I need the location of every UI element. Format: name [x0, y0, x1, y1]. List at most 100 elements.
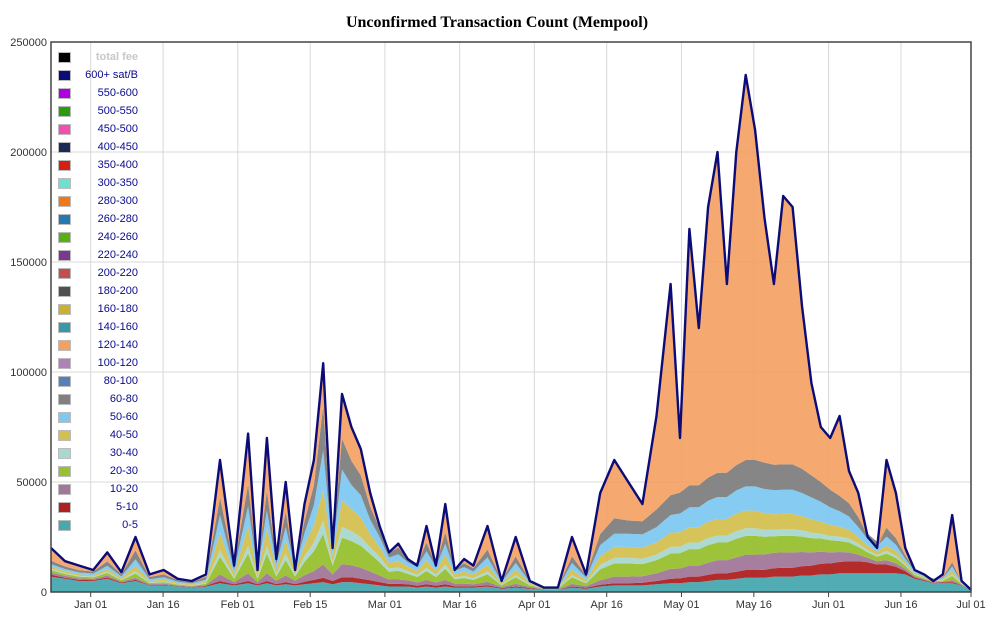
legend-swatch	[58, 105, 71, 117]
legend-item[interactable]: 400-450	[58, 138, 138, 156]
legend-swatch	[58, 123, 71, 135]
y-tick-label: 0	[41, 587, 47, 599]
legend-label: 550-600	[97, 87, 138, 99]
legend-label: 280-300	[97, 195, 138, 207]
y-tick-label: 200000	[10, 147, 47, 159]
legend-label: 140-160	[97, 321, 138, 333]
legend-item[interactable]: 180-200	[58, 282, 138, 300]
area-50-60	[51, 450, 971, 590]
legend-swatch	[58, 303, 71, 315]
legend-label: 300-350	[97, 177, 138, 189]
legend-swatch	[58, 213, 71, 225]
legend-item[interactable]: 240-260	[58, 228, 138, 246]
legend-item[interactable]: 280-300	[58, 192, 138, 210]
legend-label: 400-450	[97, 141, 138, 153]
legend-item[interactable]: 450-500	[58, 120, 138, 138]
legend-label: 30-40	[109, 447, 138, 459]
y-tick-label: 250000	[10, 37, 47, 49]
legend-swatch	[58, 447, 71, 459]
legend-swatch	[58, 267, 71, 279]
legend-item[interactable]: 30-40	[58, 444, 138, 462]
legend-label: 450-500	[97, 123, 138, 135]
x-tick-label: Apr 01	[518, 599, 550, 611]
legend-swatch	[58, 483, 71, 495]
x-axis-ticks: Jan 01 Jan 16 Feb 01 Feb 15 Mar 01 Mar 16 Apr …	[74, 592, 986, 611]
x-tick-label: May 01	[663, 599, 699, 611]
legend-label: 220-240	[97, 249, 138, 261]
legend-item[interactable]: 350-400	[58, 156, 138, 174]
legend-swatch	[58, 429, 71, 441]
legend-item[interactable]: 160-180	[58, 300, 138, 318]
legend-swatch	[58, 465, 71, 477]
legend-swatch	[58, 411, 71, 423]
legend-swatch	[58, 231, 71, 243]
area-40-50	[51, 489, 971, 590]
legend-item[interactable]: 600+ sat/B	[58, 66, 138, 84]
legend-item[interactable]: 200-220	[58, 264, 138, 282]
legend: total fee 600+ sat/B 550-600 500-550 450-500…	[58, 48, 138, 534]
area-60-80	[51, 406, 971, 590]
total-line-group	[50, 73, 972, 591]
legend-item[interactable]: 550-600	[58, 84, 138, 102]
legend-item[interactable]: 220-240	[58, 246, 138, 264]
legend-label: 80-100	[103, 375, 138, 387]
legend-item[interactable]: 80-100	[58, 372, 138, 390]
legend-item[interactable]: 60-80	[58, 390, 138, 408]
x-tick-label: Feb 01	[221, 599, 255, 611]
legend-label: 5-10	[115, 501, 138, 513]
stacked-areas	[51, 75, 971, 592]
x-tick-label: Jun 16	[884, 599, 917, 611]
x-tick-label: Feb 15	[293, 599, 327, 611]
legend-item[interactable]: total fee	[58, 48, 138, 66]
y-axis-ticks: 0 50000 100000 150000 200000 250000	[10, 37, 47, 599]
legend-item[interactable]: 500-550	[58, 102, 138, 120]
legend-label: 10-20	[109, 483, 138, 495]
area-5-10	[51, 561, 971, 591]
legend-swatch	[58, 249, 71, 261]
legend-item[interactable]: 50-60	[58, 408, 138, 426]
legend-swatch	[58, 177, 71, 189]
y-tick-label: 150000	[10, 257, 47, 269]
total-line	[50, 73, 972, 591]
legend-item[interactable]: 5-10	[58, 498, 138, 516]
legend-label: 200-220	[97, 267, 138, 279]
area-20-30	[51, 533, 971, 590]
legend-item[interactable]: 20-30	[58, 462, 138, 480]
x-tick-label: May 16	[736, 599, 772, 611]
y-tick-label: 50000	[16, 477, 47, 489]
area-120-140	[51, 75, 971, 590]
legend-item[interactable]: 260-280	[58, 210, 138, 228]
legend-item[interactable]: 100-120	[58, 354, 138, 372]
legend-label: 20-30	[109, 465, 138, 477]
legend-item[interactable]: 300-350	[58, 174, 138, 192]
legend-item[interactable]: 10-20	[58, 480, 138, 498]
x-tick-label: Mar 16	[443, 599, 477, 611]
legend-swatch	[58, 393, 71, 405]
legend-label: 240-260	[97, 231, 138, 243]
legend-item[interactable]: 120-140	[58, 336, 138, 354]
legend-swatch	[58, 375, 71, 387]
legend-label: 160-180	[97, 303, 138, 315]
chart-title: Unconfirmed Transaction Count (Mempool)	[345, 14, 649, 31]
legend-item[interactable]: 140-160	[58, 318, 138, 336]
legend-swatch	[58, 357, 71, 369]
legend-item[interactable]: 0-5	[58, 516, 138, 534]
legend-swatch	[58, 141, 71, 153]
legend-label: 100-120	[97, 357, 138, 369]
legend-label: 50-60	[109, 411, 138, 423]
legend-swatch	[58, 519, 71, 531]
legend-swatch	[58, 285, 71, 297]
x-tick-label: Jan 01	[74, 599, 107, 611]
legend-swatch	[58, 51, 71, 63]
legend-label: total fee	[95, 51, 138, 63]
legend-item[interactable]: 40-50	[58, 426, 138, 444]
legend-label: 350-400	[97, 159, 138, 171]
legend-swatch	[58, 339, 71, 351]
legend-label: 180-200	[97, 285, 138, 297]
legend-label: 260-280	[97, 213, 138, 225]
legend-swatch	[58, 159, 71, 171]
legend-label: 120-140	[97, 339, 138, 351]
x-tick-label: Jan 16	[147, 599, 180, 611]
legend-swatch	[58, 87, 71, 99]
